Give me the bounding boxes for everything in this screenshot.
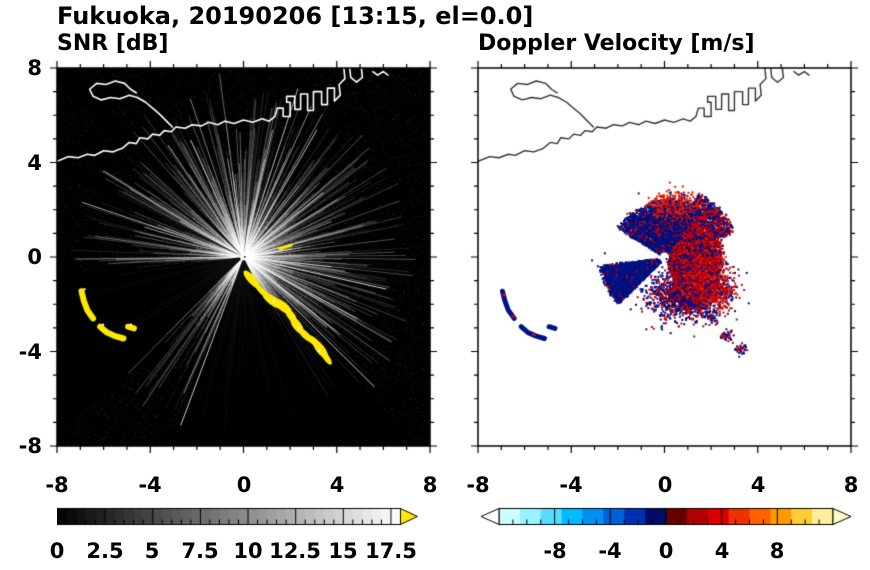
snr-panel-title: SNR [dB] — [57, 31, 169, 56]
snr-colorbar-label: 12.5 — [269, 539, 321, 563]
velocity-colorbar-label: 4 — [714, 539, 730, 563]
x-tick-label: -8 — [45, 473, 69, 497]
x-tick-label: -4 — [559, 473, 583, 497]
snr-colorbar-label: 10 — [233, 539, 263, 563]
velocity-radar-plot — [467, 57, 862, 457]
y-tick-label: -4 — [18, 340, 42, 364]
velocity-colorbar-label: 0 — [658, 539, 674, 563]
velocity-colorbar — [478, 504, 851, 530]
x-tick-label: 0 — [657, 473, 673, 497]
snr-colorbar-label: 15 — [328, 539, 358, 563]
x-tick-label: 0 — [236, 473, 252, 497]
y-tick-label: 0 — [27, 245, 42, 269]
x-tick-label: 4 — [329, 473, 345, 497]
snr-colorbar-label: 7.5 — [181, 539, 219, 563]
x-tick-label: 8 — [843, 473, 859, 497]
velocity-colorbar-label: 8 — [769, 539, 785, 563]
snr-colorbar-label: 0 — [49, 539, 65, 563]
velocity-colorbar-label: -8 — [543, 539, 567, 563]
snr-colorbar — [57, 504, 423, 530]
x-tick-label: -8 — [466, 473, 490, 497]
snr-radar-plot — [46, 57, 441, 457]
x-tick-label: 4 — [750, 473, 766, 497]
velocity-panel-title: Doppler Velocity [m/s] — [478, 31, 755, 56]
figure-title: Fukuoka, 20190206 [13:15, el=0.0] — [57, 2, 534, 30]
y-tick-label: 4 — [27, 151, 42, 175]
velocity-colorbar-label: -4 — [598, 539, 622, 563]
snr-colorbar-label: 17.5 — [365, 539, 417, 563]
x-tick-label: -4 — [138, 473, 162, 497]
y-tick-label: 8 — [27, 56, 42, 80]
snr-colorbar-label: 5 — [144, 539, 160, 563]
x-tick-label: 8 — [422, 473, 438, 497]
snr-colorbar-label: 2.5 — [86, 539, 124, 563]
y-tick-label: -8 — [18, 434, 42, 458]
